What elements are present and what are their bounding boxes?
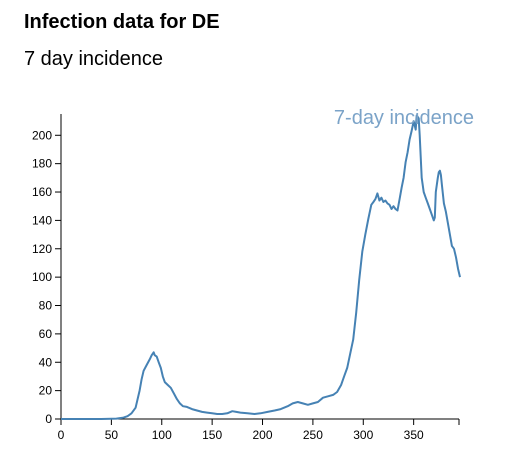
x-tick-label-200: 200 [253, 428, 273, 442]
series-line-0 [61, 114, 461, 420]
page-title: Infection data for DE [24, 11, 220, 33]
y-tick-label-20: 20 [39, 384, 53, 398]
y-tick-label-80: 80 [39, 299, 53, 313]
y-tick-label-40: 40 [39, 355, 53, 369]
y-tick-label-200: 200 [32, 128, 52, 142]
page-subtitle: 7 day incidence [24, 48, 163, 70]
y-tick-label-100: 100 [32, 270, 52, 284]
x-tick-label-300: 300 [353, 428, 373, 442]
y-tick-label-0: 0 [45, 412, 52, 426]
x-axis: 0 50 100 150 200 250 300 350 [58, 418, 460, 442]
x-tick-label-0: 0 [58, 428, 65, 442]
y-tick-label-120: 120 [32, 242, 52, 256]
y-tick-label-160: 160 [32, 185, 52, 199]
y-tick-label-180: 180 [32, 157, 52, 171]
x-tick-label-50: 50 [105, 428, 119, 442]
x-tick-label-100: 100 [152, 428, 172, 442]
y-tick-label-140: 140 [32, 213, 52, 227]
x-tick-label-350: 350 [404, 428, 424, 442]
series-layer: 7-day incidence [61, 107, 474, 420]
x-tick-label-150: 150 [202, 428, 222, 442]
series-label-0: 7-day incidence [334, 107, 474, 129]
x-tick-label-250: 250 [303, 428, 323, 442]
y-axis: 0 20 40 60 80 100 120 140 160 180 200 [32, 114, 62, 426]
y-tick-label-60: 60 [39, 327, 53, 341]
